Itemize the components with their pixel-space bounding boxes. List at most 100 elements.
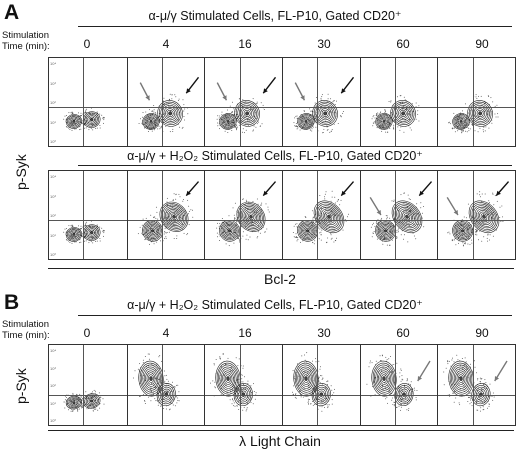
event-dot [324,193,326,195]
contour-line [88,116,95,123]
event-dot [390,112,392,114]
event-dot [488,96,490,97]
event-dot [483,129,485,131]
event-dot [493,218,495,220]
event-dot [340,116,342,118]
event-dot [154,387,156,389]
contour-line [241,206,262,228]
event-dot [422,226,424,228]
flow-contour-plot [359,58,438,146]
event-dot [400,121,402,123]
event-dot [331,129,333,131]
contour-line [69,230,79,239]
event-dot [157,404,159,406]
event-dot [492,101,494,103]
event-dot [319,232,321,234]
event-dot [182,126,184,128]
event-dot [465,243,467,245]
contour-line [87,115,97,124]
event-dot [409,118,411,120]
event-dot [400,194,402,196]
contour-line [378,223,392,238]
event-dot [64,228,66,230]
event-dot [295,223,297,225]
event-dot [329,122,331,124]
contour-line [239,204,263,229]
contour-line [245,210,258,224]
time-label: 4 [162,326,170,340]
event-dot [319,228,321,230]
contour-line [318,205,340,229]
event-dot [160,126,162,128]
event-dot [166,223,168,225]
event-dot [68,225,70,227]
event-dot [488,200,490,202]
event-dot [495,195,497,197]
contour-line [382,227,389,234]
flow-contour-plot [437,171,515,259]
event-dot [462,358,464,359]
event-dot [80,115,82,117]
event-dot [86,408,88,410]
event-dot [483,236,485,238]
contour-line [166,109,174,117]
event-dot [381,243,383,245]
event-dot [243,383,245,385]
y-tick-label: 10⁴ [50,174,57,179]
event-dot [487,233,489,235]
panel-b-condition: α-μ/γ + H₂O₂ Stimulated Cells, FL-P10, G… [127,298,423,312]
event-dot [296,115,298,117]
event-dot [373,121,375,123]
contour-line [456,372,466,385]
event-dot [154,400,156,402]
event-dot [156,128,158,130]
event-dot [461,129,463,131]
event-dot [315,97,317,98]
contour-line [477,109,484,117]
contour-line [144,115,157,128]
event-dot [376,238,378,240]
event-dot [70,225,72,227]
event-dot [391,397,393,399]
event-dot [483,384,485,386]
event-dot [264,109,266,110]
event-dot [163,112,165,114]
event-dot [398,405,400,407]
event-dot [88,129,90,131]
event-dot [324,386,326,388]
event-dot [388,390,390,392]
event-dot [248,125,250,127]
contour-line [242,108,253,119]
quadrant-vertical-line [83,345,85,425]
event-dot [483,408,485,410]
event-dot [295,233,297,235]
event-dot [82,406,84,408]
contour-line [379,225,391,237]
event-dot [484,386,486,388]
event-dot [236,124,238,126]
flow-contour-plot: 10⁰ 10¹ 10² 10³ 10⁴ [49,58,127,146]
black-arrow-icon [340,181,355,197]
quadrant-vertical-line [394,345,396,425]
quadrant-horizontal-line [283,107,360,109]
event-dot [315,358,317,360]
event-dot [95,240,97,242]
event-dot [246,129,248,131]
event-dot [401,379,403,381]
contour-line [90,230,94,235]
event-dot [327,129,329,131]
event-dot [333,392,335,394]
event-dot [134,370,136,372]
contour-line [298,114,314,129]
contour-line [69,117,79,126]
event-dot [222,353,224,354]
event-dot [306,352,308,354]
event-dot [415,102,417,104]
gray-arrow-icon [369,197,382,216]
contour-line [301,223,315,238]
flow-contour-plot [204,345,282,425]
event-dot [340,199,342,201]
time-label: 4 [162,37,170,51]
quadrant-vertical-line [239,58,241,146]
event-dot [460,365,462,366]
